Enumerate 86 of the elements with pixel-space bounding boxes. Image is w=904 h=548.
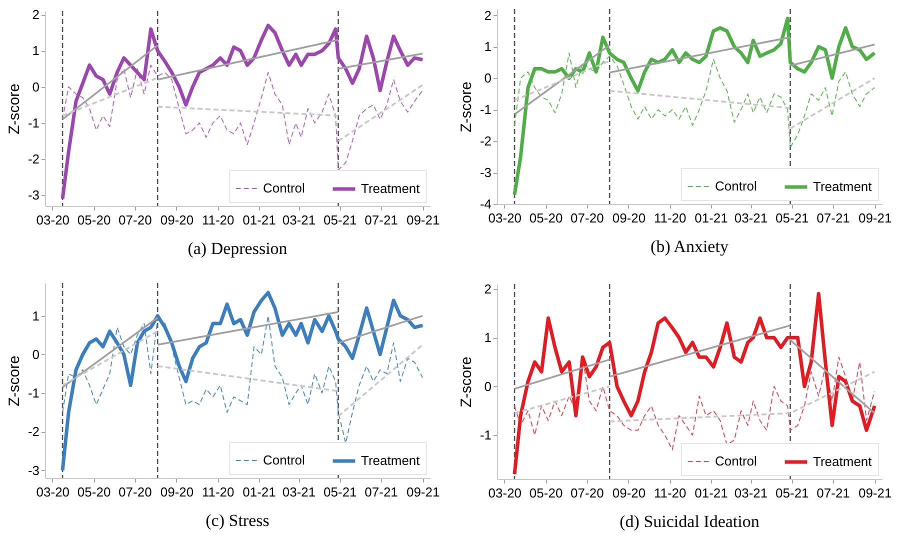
y-tick-label: 1 (484, 330, 492, 346)
y-axis-title: Z-score (6, 356, 23, 406)
y-tick-label: 0 (484, 70, 492, 86)
legend-label: Control (715, 178, 758, 194)
x-tick-label: 05-21 (324, 212, 357, 228)
y-tick-label: 0 (32, 79, 40, 94)
text: (c) Stress (206, 511, 270, 530)
x-tick-label: 07-20 (118, 212, 152, 228)
legend-label: Control (263, 180, 306, 196)
legend-label: Treatment (813, 179, 872, 194)
x-tick-label: 11-20 (654, 486, 686, 500)
line-series (512, 292, 876, 476)
y-tick-label: 1 (484, 39, 492, 54)
legend-label: Control (715, 454, 758, 468)
y-tick-label: 1 (32, 43, 40, 58)
y-tick-label: -3 (28, 188, 40, 203)
y-tick-label: 2 (32, 7, 40, 22)
line-series (512, 16, 876, 196)
y-tick-label: -1 (28, 386, 40, 401)
x-tick-label: 09-20 (160, 212, 194, 228)
x-tick-label: 01-21 (694, 486, 728, 500)
x-tick-label: 03-21 (734, 210, 768, 226)
x-tick-label: 05-21 (324, 484, 357, 500)
y-tick-label: -2 (28, 152, 40, 167)
x-tick-label: 11-20 (202, 212, 234, 228)
y-tick-label: -1 (480, 428, 492, 443)
x-tick-label: 03-21 (734, 486, 768, 500)
y-tick-label: 1 (32, 308, 40, 324)
x-tick-label: 09-21 (406, 484, 440, 500)
x-tick-label: 03-21 (282, 484, 316, 500)
line-series (514, 356, 876, 450)
line-series (62, 315, 424, 444)
y-tick-label: -1 (28, 115, 40, 130)
x-tick-label: 05-20 (77, 484, 111, 500)
x-tick-label: 09-21 (858, 486, 892, 500)
legend-label: Treatment (813, 454, 872, 469)
x-tick-label: 09-20 (160, 484, 194, 500)
legend-label: Control (263, 452, 306, 468)
y-axis-title: Z-score (458, 356, 475, 408)
y-tick-label: -2 (28, 424, 40, 440)
y-axis-title: Z-score (6, 84, 23, 134)
x-tick-label: 03-20 (488, 210, 522, 226)
x-tick-label: 07-20 (570, 486, 604, 500)
x-tick-label: 01-21 (694, 210, 728, 226)
y-tick-label: 0 (484, 378, 492, 394)
x-tick-label: 03-20 (36, 212, 70, 228)
x-tick-label: 03-21 (282, 212, 316, 228)
legend-label: Treatment (361, 453, 420, 468)
y-tick-label: -3 (28, 462, 40, 478)
x-tick-label: 09-21 (858, 210, 892, 226)
x-tick-label: 03-20 (36, 484, 70, 500)
y-tick-label: -2 (480, 134, 492, 149)
line-series (514, 52, 876, 148)
y-tick-label: -1 (480, 102, 492, 118)
line-series (60, 24, 424, 201)
x-tick-label: 07-21 (816, 210, 850, 226)
x-tick-label: 07-20 (570, 210, 604, 226)
x-tick-label: 01-21 (242, 212, 276, 228)
y-tick-label: 2 (484, 8, 492, 23)
legend-label: Treatment (361, 181, 420, 196)
x-tick-label: 07-20 (118, 484, 152, 500)
x-tick-label: 09-20 (612, 486, 646, 500)
y-tick-label: -4 (480, 196, 492, 212)
x-tick-label: 09-21 (406, 212, 440, 228)
x-tick-label: 07-21 (816, 486, 850, 500)
x-tick-label: 01-21 (242, 484, 276, 500)
x-tick-label: 05-20 (77, 212, 111, 228)
y-tick-label: 2 (484, 281, 492, 296)
x-tick-label: 05-20 (529, 210, 563, 226)
text: (d) Suicidal Ideation (620, 512, 760, 531)
y-axis-title: Z-score (458, 82, 475, 132)
x-tick-label: 05-20 (529, 486, 563, 500)
line-series (62, 64, 424, 170)
x-tick-label: 05-21 (776, 486, 809, 500)
x-tick-label: 03-20 (488, 486, 522, 500)
x-tick-label: 09-20 (612, 210, 646, 226)
x-tick-label: 11-20 (654, 210, 686, 226)
line-series (60, 290, 424, 472)
text: (b) Anxiety (650, 237, 729, 256)
y-tick-label: -3 (480, 165, 492, 180)
x-tick-label: 07-21 (364, 484, 398, 500)
x-tick-label: 05-21 (776, 210, 809, 226)
x-tick-label: 07-21 (364, 212, 398, 228)
text: (a) Depression (188, 239, 288, 258)
y-tick-label: 0 (32, 346, 40, 362)
x-tick-label: 11-20 (202, 484, 234, 500)
